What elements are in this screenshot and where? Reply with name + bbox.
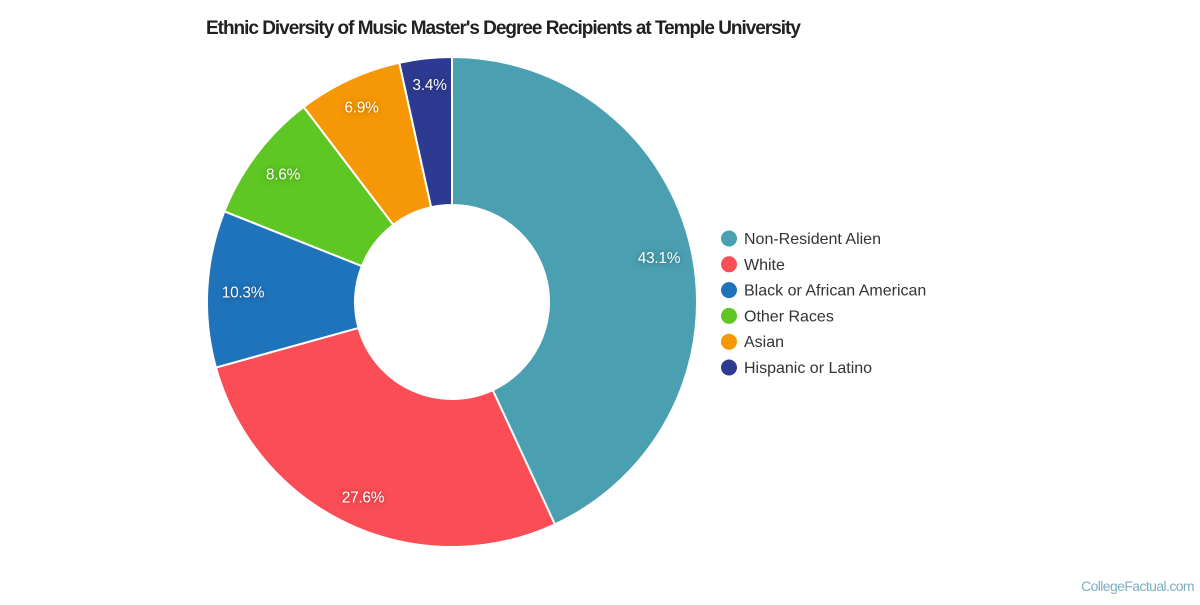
svg-text:Asian: Asian: [744, 334, 784, 351]
svg-text:10.3%: 10.3%: [222, 285, 265, 302]
svg-text:3.4%: 3.4%: [412, 77, 447, 94]
svg-text:Other Races: Other Races: [744, 308, 834, 325]
svg-text:White: White: [744, 257, 785, 274]
svg-text:Hispanic or Latino: Hispanic or Latino: [744, 360, 872, 377]
svg-text:6.9%: 6.9%: [344, 100, 379, 117]
svg-text:43.1%: 43.1%: [638, 250, 681, 267]
svg-text:27.6%: 27.6%: [342, 490, 385, 507]
svg-text:Ethnic Diversity of Music Mast: Ethnic Diversity of Music Master's Degre…: [206, 18, 801, 39]
svg-text:Non-Resident Alien: Non-Resident Alien: [744, 231, 881, 248]
svg-text:CollegeFactual.com: CollegeFactual.com: [1081, 578, 1194, 594]
svg-text:Black or African American: Black or African American: [744, 283, 926, 300]
svg-text:8.6%: 8.6%: [266, 167, 301, 184]
